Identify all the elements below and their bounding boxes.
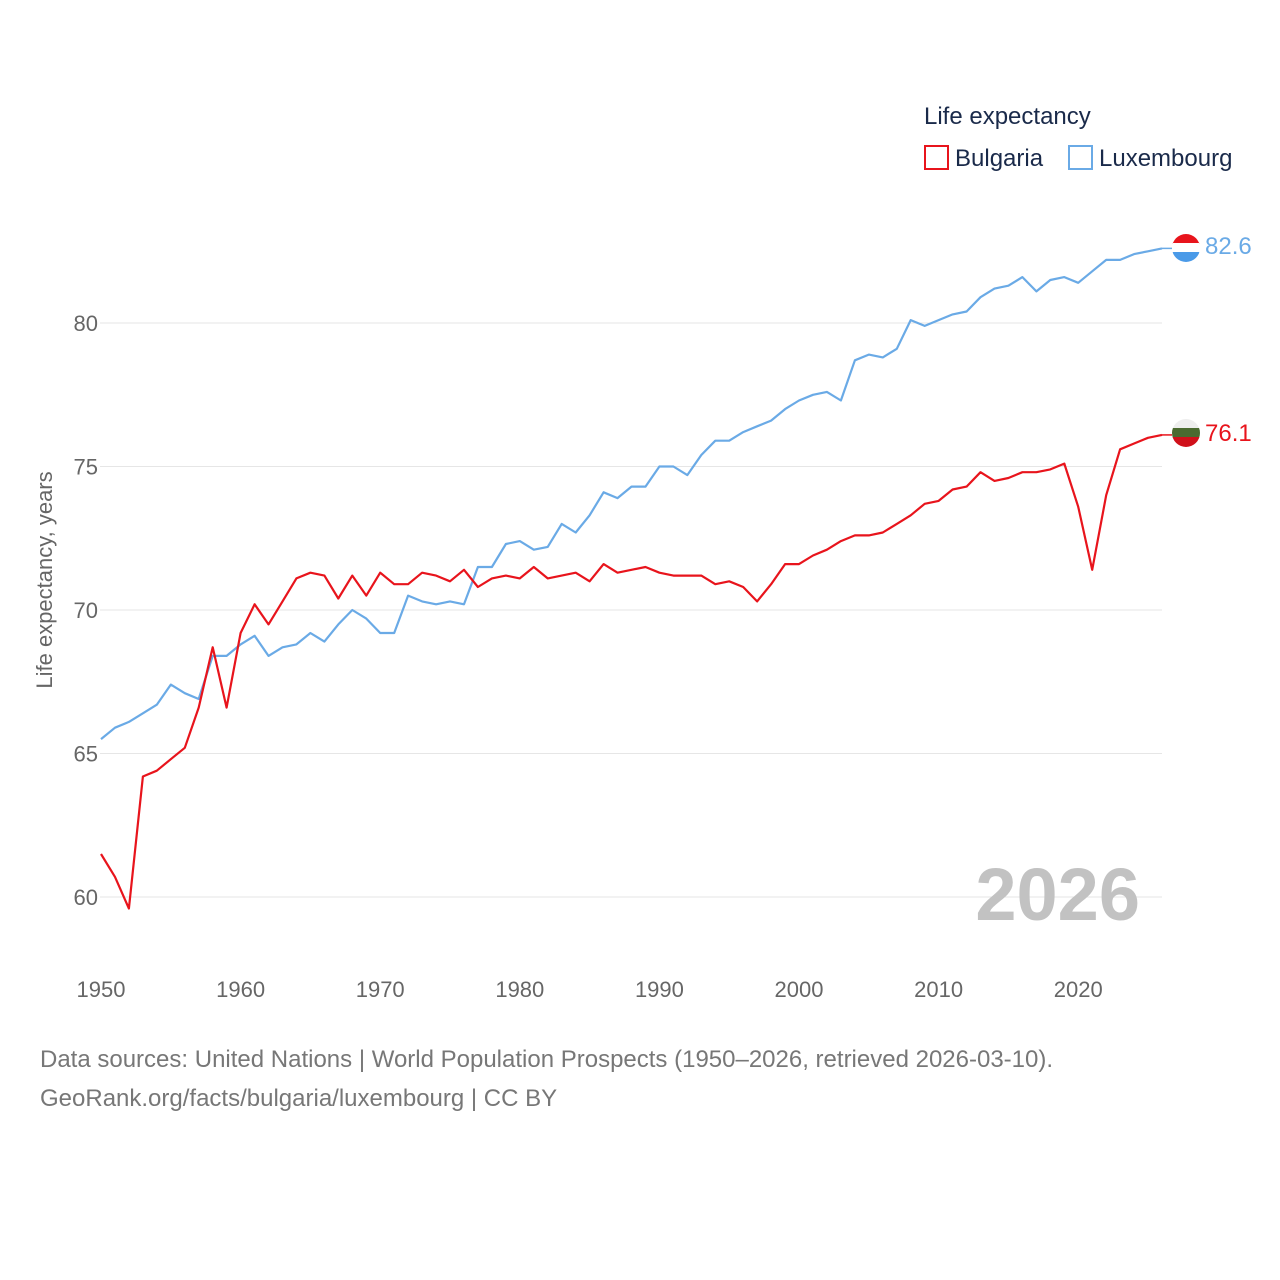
- x-tick-label: 1990: [635, 977, 684, 1002]
- legend-label-luxembourg[interactable]: Luxembourg: [1099, 145, 1232, 172]
- y-tick-label: 60: [74, 885, 98, 910]
- y-tick-label: 75: [74, 455, 98, 480]
- series-line-bulgaria[interactable]: [100, 433, 1163, 910]
- legend-title: Life expectancy: [924, 103, 1091, 130]
- luxembourg-end-label: 82.6: [1205, 233, 1252, 260]
- legend-swatch-bulgaria: [924, 145, 949, 170]
- axis-ticks: 60 65 70 75 80 1950 1960 1970 1980 1990 2000 2010 20…: [74, 311, 1103, 1002]
- x-tick-label: 1980: [495, 977, 544, 1002]
- y-tick-label: 80: [74, 311, 98, 336]
- x-tick-label: 2000: [775, 977, 824, 1002]
- legend-swatch-luxembourg: [1068, 145, 1093, 170]
- x-tick-label: 2010: [914, 977, 963, 1002]
- x-tick-label: 2020: [1054, 977, 1103, 1002]
- series-layer: [100, 247, 1172, 910]
- x-tick-label: 1970: [356, 977, 405, 1002]
- bulgaria-flag-icon: [1172, 419, 1200, 447]
- legend-label-bulgaria[interactable]: Bulgaria: [955, 145, 1044, 172]
- bulgaria-end-label: 76.1: [1205, 420, 1252, 447]
- attribution-link[interactable]: GeoRank.org/facts/bulgaria/luxembourg | …: [40, 1085, 558, 1112]
- x-tick-label: 1960: [216, 977, 265, 1002]
- y-tick-label: 70: [74, 598, 98, 623]
- series-line-luxembourg[interactable]: [100, 247, 1163, 740]
- legend: Life expectancy Bulgaria Luxembourg: [924, 103, 1232, 172]
- year-label: 2026: [975, 853, 1140, 936]
- y-tick-label: 65: [74, 742, 98, 767]
- source-line: Data sources: United Nations | World Pop…: [40, 1046, 1054, 1073]
- luxembourg-flag-icon: [1172, 234, 1200, 262]
- x-tick-label: 1950: [77, 977, 126, 1002]
- y-axis-label: Life expectancy, years: [32, 471, 57, 688]
